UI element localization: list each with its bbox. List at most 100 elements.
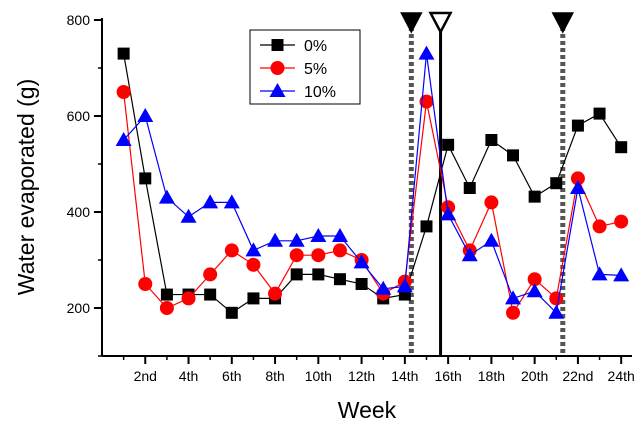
data-point [116, 85, 131, 99]
data-point [548, 304, 565, 319]
data-point [591, 266, 608, 281]
x-axis-title: Week [338, 397, 397, 423]
data-point [440, 206, 457, 221]
data-point [550, 177, 563, 190]
data-point [223, 194, 240, 209]
series-2 [115, 45, 630, 319]
y-tick-label: 400 [67, 204, 91, 220]
data-point [247, 292, 260, 305]
data-point [180, 208, 197, 223]
data-point [506, 305, 521, 320]
series-line-2 [123, 53, 622, 315]
data-point [160, 288, 173, 301]
data-point [224, 243, 239, 258]
data-point [593, 107, 606, 120]
data-point [202, 194, 219, 209]
y-tick-label: 600 [67, 108, 91, 124]
x-tick-label: 12th [348, 368, 375, 384]
data-point [527, 272, 542, 287]
data-point [288, 232, 305, 247]
series-group [115, 45, 630, 320]
data-point [311, 248, 326, 263]
marker-arrow-1 [428, 11, 453, 35]
data-point [375, 280, 392, 295]
x-tick-label: 20th [521, 368, 548, 384]
legend-swatch-1 [270, 61, 285, 75]
legend-swatch-2 [269, 83, 286, 97]
x-tick-label: 24th [608, 368, 635, 384]
y-tick-label: 800 [67, 12, 91, 28]
data-point [290, 268, 303, 281]
series-0 [117, 47, 628, 319]
data-point [268, 286, 283, 301]
data-point [418, 45, 435, 60]
series-line-0 [123, 53, 622, 314]
data-point [203, 267, 218, 282]
data-point [528, 190, 541, 203]
marker-arrow-2 [551, 12, 575, 34]
legend-label-1: 5% [304, 61, 327, 78]
data-point [420, 220, 433, 233]
data-point [267, 232, 284, 247]
data-point [571, 119, 584, 132]
y-tick-label: 200 [67, 300, 91, 316]
legend-label-2: 10% [304, 84, 336, 101]
data-point [507, 149, 520, 162]
data-point [419, 94, 434, 109]
x-tick-label: 14th [391, 368, 418, 384]
series-1 [116, 85, 629, 320]
legend: 0% 5% 10% [249, 29, 361, 105]
data-point [355, 278, 368, 290]
data-point [117, 47, 130, 60]
x-tick-label: 22nd [562, 368, 593, 384]
data-point [312, 268, 325, 281]
vertical-markers [400, 11, 575, 356]
data-point [138, 277, 153, 291]
data-point [331, 228, 348, 242]
legend-label-0: 0% [304, 38, 327, 55]
data-point [333, 273, 346, 286]
legend-box [249, 29, 361, 105]
data-point [526, 283, 543, 298]
data-point [225, 306, 238, 319]
data-point [137, 108, 154, 122]
data-point [310, 228, 327, 242]
data-point [549, 291, 564, 306]
data-point [289, 248, 304, 263]
data-point [484, 195, 499, 210]
data-point [245, 242, 262, 257]
tick-group: 200 400 600 800 2nd 4th 6th 8th 10th 12th 14th 16th… [67, 12, 635, 384]
data-point [485, 134, 498, 146]
data-point [181, 291, 196, 306]
x-tick-label: 8th [265, 368, 284, 384]
data-point [483, 232, 500, 247]
axes [101, 18, 632, 357]
data-point [158, 189, 175, 204]
x-tick-label: 16th [434, 368, 461, 384]
data-point [505, 290, 522, 305]
data-point [353, 254, 370, 269]
data-point [463, 182, 476, 194]
data-point [246, 257, 261, 272]
x-tick-label: 4th [179, 368, 198, 384]
data-point [159, 301, 174, 315]
data-point [614, 214, 629, 229]
y-axis-title: Water evaporated (g) [13, 79, 39, 295]
data-point [115, 132, 132, 146]
x-tick-label: 6th [222, 368, 241, 384]
data-point [615, 141, 628, 154]
data-point [613, 267, 630, 282]
data-point [461, 247, 478, 262]
series-line-1 [123, 91, 622, 315]
data-point [592, 219, 607, 234]
data-point [204, 288, 217, 301]
legend-swatch-0 [271, 39, 284, 51]
data-point [139, 172, 152, 185]
x-tick-label: 10th [305, 368, 332, 384]
data-point [442, 138, 455, 151]
marker-arrow-0 [400, 12, 423, 34]
data-point [569, 180, 586, 194]
data-point [570, 171, 585, 186]
data-point [396, 278, 413, 293]
